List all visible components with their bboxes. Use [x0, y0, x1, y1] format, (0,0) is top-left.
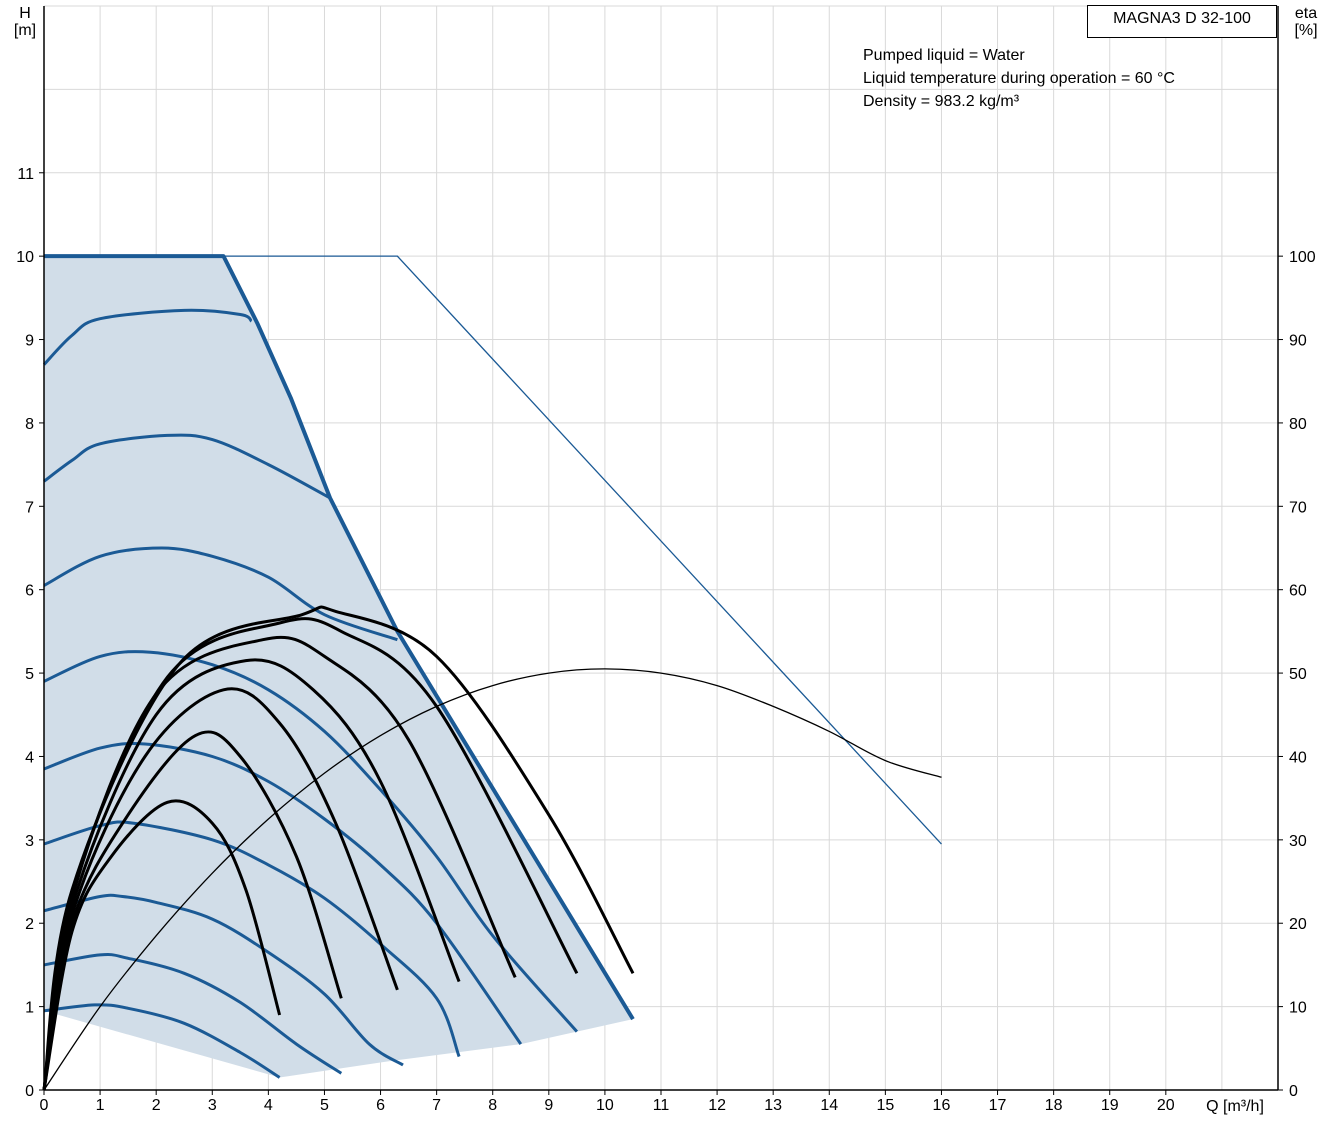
- left-axis-unit: [m]: [13, 22, 37, 39]
- head-curve: [43, 546, 398, 642]
- note-line: Pumped liquid = Water: [863, 47, 1025, 64]
- y-tick-label: 8: [25, 416, 34, 433]
- x-tick-label: 1: [96, 1097, 105, 1114]
- x-tick-label: 6: [376, 1097, 385, 1114]
- x-tick-label: 19: [1101, 1097, 1119, 1114]
- y-tick-label: 6: [25, 583, 34, 600]
- y-tick-label: 9: [25, 333, 34, 350]
- x-tick-label: 17: [989, 1097, 1007, 1114]
- y-tick-label: 3: [25, 833, 34, 850]
- efficiency-curve: [42, 605, 635, 1091]
- x-tick-label: 7: [432, 1097, 441, 1114]
- head-curve: [43, 1003, 281, 1079]
- x-axis-label: Q [m³/h]: [1206, 1098, 1264, 1115]
- efficiency-curve: [42, 658, 461, 1091]
- chart-curves: [42, 255, 942, 1091]
- efficiency-curve: [42, 799, 282, 1091]
- x-tick-label: 14: [820, 1097, 838, 1114]
- head-curve: [43, 893, 404, 1067]
- right-axis-unit: [%]: [1294, 22, 1318, 39]
- x-tick-label: 13: [764, 1097, 782, 1114]
- left-axis-symbol: H: [19, 5, 31, 22]
- eta-tick-label: 90: [1289, 333, 1307, 350]
- x-tick-label: 3: [208, 1097, 217, 1114]
- eta-tick-label: 100: [1289, 249, 1316, 266]
- y-tick-label: 2: [25, 916, 34, 933]
- y-tick-label: 4: [25, 749, 34, 766]
- eta-tick-label: 60: [1289, 583, 1307, 600]
- x-tick-label: 16: [933, 1097, 951, 1114]
- y-tick-label: 5: [25, 666, 34, 683]
- max-curve-line: [44, 255, 942, 845]
- y-tick-label: 11: [17, 166, 34, 183]
- right-axis-symbol: eta: [1294, 5, 1318, 22]
- note-line: Density = 983.2 kg/m³: [863, 93, 1020, 110]
- x-tick-label: 20: [1157, 1097, 1175, 1114]
- x-tick-label: 18: [1045, 1097, 1063, 1114]
- eta-tick-label: 80: [1289, 416, 1307, 433]
- note-line: Liquid temperature during operation = 60…: [863, 70, 1175, 87]
- x-tick-label: 8: [488, 1097, 497, 1114]
- eta-tick-label: 30: [1289, 833, 1307, 850]
- x-tick-label: 0: [40, 1097, 49, 1114]
- model-name: MAGNA3 D 32-100: [1087, 5, 1277, 38]
- y-tick-label: 10: [16, 249, 34, 266]
- head-curve: [43, 650, 579, 1033]
- efficiency-curve: [42, 687, 399, 1091]
- eta-tick-label: 70: [1289, 499, 1307, 516]
- x-tick-label: 10: [596, 1097, 614, 1114]
- head-curve: [43, 820, 461, 1058]
- x-tick-label: 15: [876, 1097, 894, 1114]
- eta-tick-label: 0: [1289, 1083, 1298, 1100]
- efficiency-curve: [42, 730, 343, 1091]
- y-tick-label: 1: [25, 1000, 34, 1017]
- x-tick-label: 9: [544, 1097, 553, 1114]
- x-tick-label: 2: [152, 1097, 161, 1114]
- eta-tick-label: 20: [1289, 916, 1307, 933]
- x-tick-label: 12: [708, 1097, 726, 1114]
- head-curve: [43, 433, 331, 500]
- eta-tick-label: 50: [1289, 666, 1307, 683]
- x-tick-label: 4: [264, 1097, 273, 1114]
- y-tick-label: 0: [25, 1083, 34, 1100]
- chart-grid: [44, 5, 1279, 1090]
- head-curve: [42, 308, 253, 366]
- y-tick-label: 7: [25, 499, 34, 516]
- eta-tick-label: 40: [1289, 749, 1307, 766]
- chart-ticks: 0 1 2 3 4 5 6 7 8 9 10 11 12 13 14 15 16 17 18 19 2001234567…: [16, 166, 1316, 1114]
- x-tick-label: 11: [653, 1097, 670, 1114]
- liquid-notes: Pumped liquid = Water Liquid temperature…: [863, 44, 1175, 113]
- total-efficiency-curve: [43, 668, 942, 1091]
- eta-tick-label: 10: [1289, 1000, 1307, 1017]
- x-tick-label: 5: [320, 1097, 329, 1114]
- head-curve: [43, 953, 343, 1075]
